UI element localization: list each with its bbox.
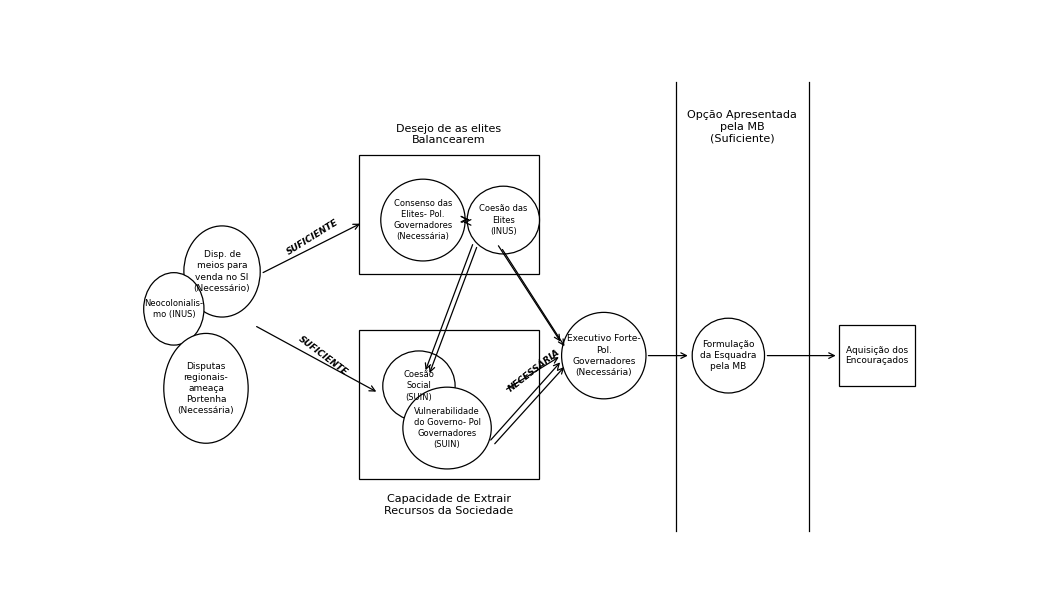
- Ellipse shape: [562, 313, 646, 399]
- Ellipse shape: [383, 351, 455, 421]
- Text: Disputas
regionais-
ameaça
Portenha
(Necessária): Disputas regionais- ameaça Portenha (Nec…: [177, 362, 234, 415]
- Text: Coesão das
Elites
(INUS): Coesão das Elites (INUS): [479, 205, 528, 236]
- Text: Disp. de
meios para
venda no SI
(Necessário): Disp. de meios para venda no SI (Necessá…: [194, 250, 250, 293]
- Text: Neocolonialis-
mo (INUS): Neocolonialis- mo (INUS): [144, 299, 203, 319]
- Text: Coesão
Social
(SUIN): Coesão Social (SUIN): [403, 370, 435, 402]
- Ellipse shape: [381, 179, 466, 261]
- Text: Aquisição dos
Encouraçados: Aquisição dos Encouraçados: [845, 346, 908, 365]
- Text: Desejo de as elites
Balancearem: Desejo de as elites Balancearem: [396, 124, 501, 145]
- Ellipse shape: [144, 273, 204, 345]
- Text: Formulação
da Esquadra
pela MB: Formulação da Esquadra pela MB: [700, 340, 757, 371]
- Ellipse shape: [402, 387, 492, 469]
- Text: Consenso das
Elites- Pol.
Governadores
(Necessária): Consenso das Elites- Pol. Governadores (…: [393, 199, 452, 241]
- Text: Executivo Forte-
Pol.
Governadores
(Necessária): Executivo Forte- Pol. Governadores (Nece…: [567, 334, 641, 377]
- Ellipse shape: [184, 226, 260, 317]
- Ellipse shape: [468, 186, 539, 254]
- Bar: [839, 325, 916, 386]
- Text: Capacidade de Extrair
Recursos da Sociedade: Capacidade de Extrair Recursos da Socied…: [384, 494, 513, 516]
- Text: Vulnerabilidade
do Governo- Pol
Governadores
(SUIN): Vulnerabilidade do Governo- Pol Governad…: [414, 407, 480, 449]
- Text: SUFICIENTE: SUFICIENTE: [297, 334, 348, 377]
- Bar: [359, 330, 539, 480]
- Ellipse shape: [693, 318, 764, 393]
- Text: NECESSÁRIA: NECESSÁRIA: [507, 348, 562, 393]
- Ellipse shape: [164, 333, 248, 443]
- Text: SUFICIENTE: SUFICIENTE: [285, 218, 340, 257]
- Text: Opção Apresentada
pela MB
(Suficiente): Opção Apresentada pela MB (Suficiente): [688, 110, 797, 143]
- Bar: [359, 155, 539, 274]
